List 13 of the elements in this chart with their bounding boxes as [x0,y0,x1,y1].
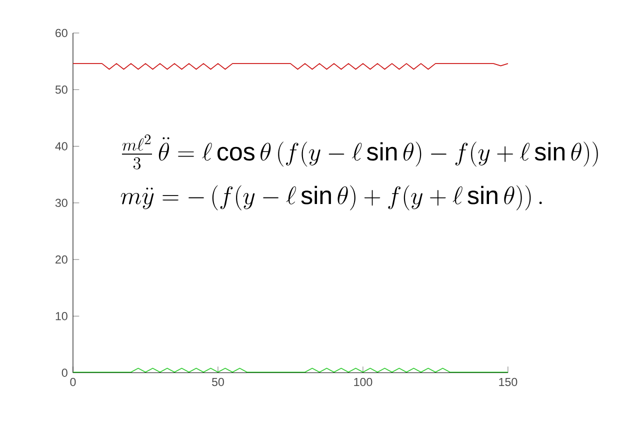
y-tick-label: 40 [55,142,68,150]
x-tick-label: 100 [354,378,372,386]
y-tick-label: 60 [56,29,68,38]
annotation: $m\ddot y = -\left(f(y-\ell\sin\theta)+f(y+\ell\sin\theta)\right).$ [120,185,542,210]
x-tick-label: 0 [70,378,76,386]
y-tick-label: 20 [56,256,68,264]
x-tick-label: 50 [212,378,224,386]
x-tick-label: 150 [499,378,518,386]
y-tick-label: 0 [62,368,68,377]
y-tick-label: 30 [55,198,68,208]
y-tick-label: 10 [56,312,68,320]
annotation: $\frac{m\ell^2}{3}\,\ddot\theta = \ell\cos\theta\left(f(y-\ell\sin\theta)-f(y+\ell\sin\theta)\right)$ [122,134,598,170]
y-tick-label: 50 [55,86,68,94]
